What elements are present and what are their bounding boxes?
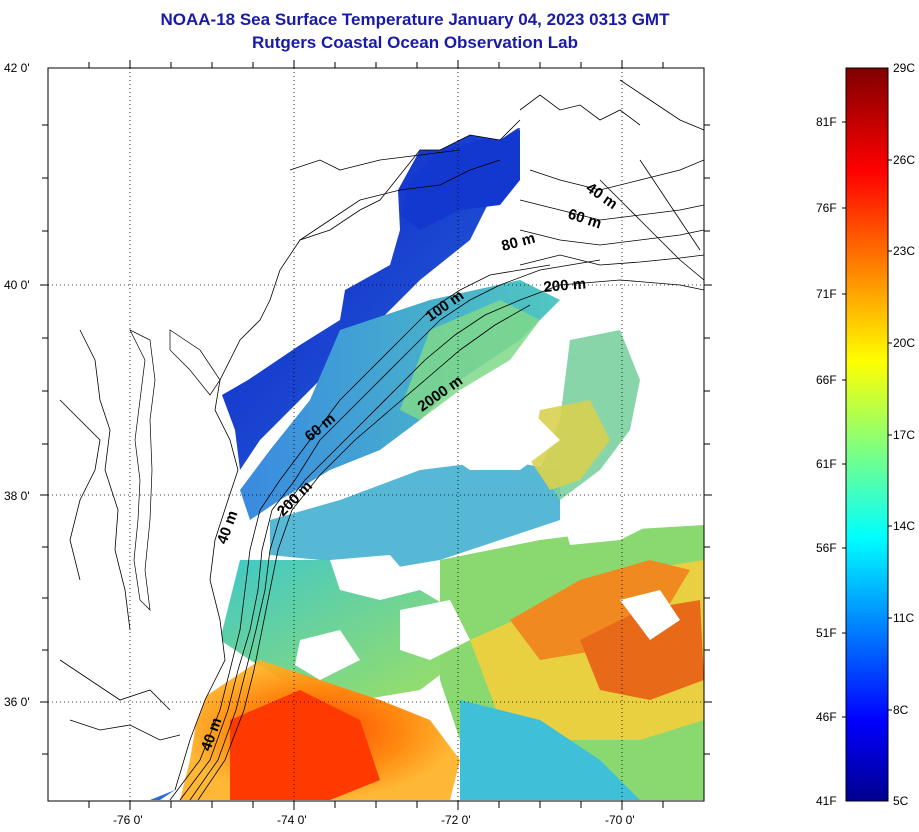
colorbar-f-46: 46F: [816, 710, 837, 724]
sst-east-cyan: [460, 700, 640, 800]
colorbar-f-56: 56F: [816, 541, 837, 555]
colorbar-f-51: 51F: [816, 626, 837, 640]
lat-label-42: 42 0': [4, 61, 30, 75]
colorbar-c-23: 23C: [893, 244, 916, 258]
sst-east-orange: [510, 560, 690, 660]
colorbar-f-41: 41F: [816, 794, 837, 808]
colorbar-f-76: 76F: [816, 201, 837, 215]
colorbar-c-5: 5C: [893, 794, 909, 808]
lon-label-72: -72 0': [441, 813, 471, 827]
colorbar-c-14: 14C: [893, 519, 916, 533]
cloud-gap-3: [330, 555, 420, 600]
lat-label-38: 38 0': [4, 489, 30, 503]
colorbar-c-29: 29C: [893, 61, 916, 75]
sst-ne-yellow: [530, 400, 610, 490]
axis-ticks: [40, 60, 712, 810]
sst-gulfmaine-cold: [400, 130, 520, 230]
colorbar-f-61: 61F: [816, 457, 837, 471]
sst-slope-green: [400, 300, 540, 420]
delaware-bay: [169, 329, 221, 396]
sst-mid-teal: [270, 460, 560, 570]
colorbar-f-66: 66F: [816, 373, 837, 387]
colorbar-f-71: 71F: [816, 287, 837, 301]
cloud-gap-4: [295, 630, 360, 680]
cloud-gap-6: [400, 600, 470, 660]
lat-label-36: 36 0': [4, 695, 30, 709]
colorbar-c-11: 11C: [893, 611, 915, 625]
map-subtitle: Rutgers Coastal Ocean Observation Lab: [252, 33, 578, 52]
cloud-gap-5: [640, 320, 704, 520]
cloud-gap-7: [620, 590, 680, 640]
isobath-label-200-ne: 200 m: [543, 275, 587, 296]
colorbar-gradient: [845, 67, 889, 802]
coastline: [59, 79, 704, 791]
isobaths: [169, 159, 704, 801]
colorbar-c-17: 17C: [893, 428, 916, 442]
colorbar-f-81: 81F: [816, 115, 837, 129]
colorbar-ticks: [842, 121, 892, 718]
colorbar-c-8: 8C: [893, 703, 909, 717]
map-title: NOAA-18 Sea Surface Temperature January …: [160, 10, 670, 29]
chesapeake-bay: [129, 329, 156, 611]
cloud-gap-2: [560, 500, 660, 545]
colorbar-c-26: 26C: [893, 153, 916, 167]
sst-se-orange: [580, 600, 704, 700]
sst-gulfstream-red: [230, 690, 380, 800]
sst-south-green: [220, 560, 470, 700]
graticule: [48, 68, 704, 801]
lat-label-40: 40 0': [4, 278, 30, 292]
cloud-gap-1: [440, 410, 560, 470]
lon-label-76: -76 0': [113, 813, 143, 827]
lon-label-70: -70 0': [605, 813, 635, 827]
land-mass: [48, 68, 704, 800]
lon-label-74: -74 0': [277, 813, 307, 827]
colorbar-c-20: 20C: [893, 336, 916, 350]
